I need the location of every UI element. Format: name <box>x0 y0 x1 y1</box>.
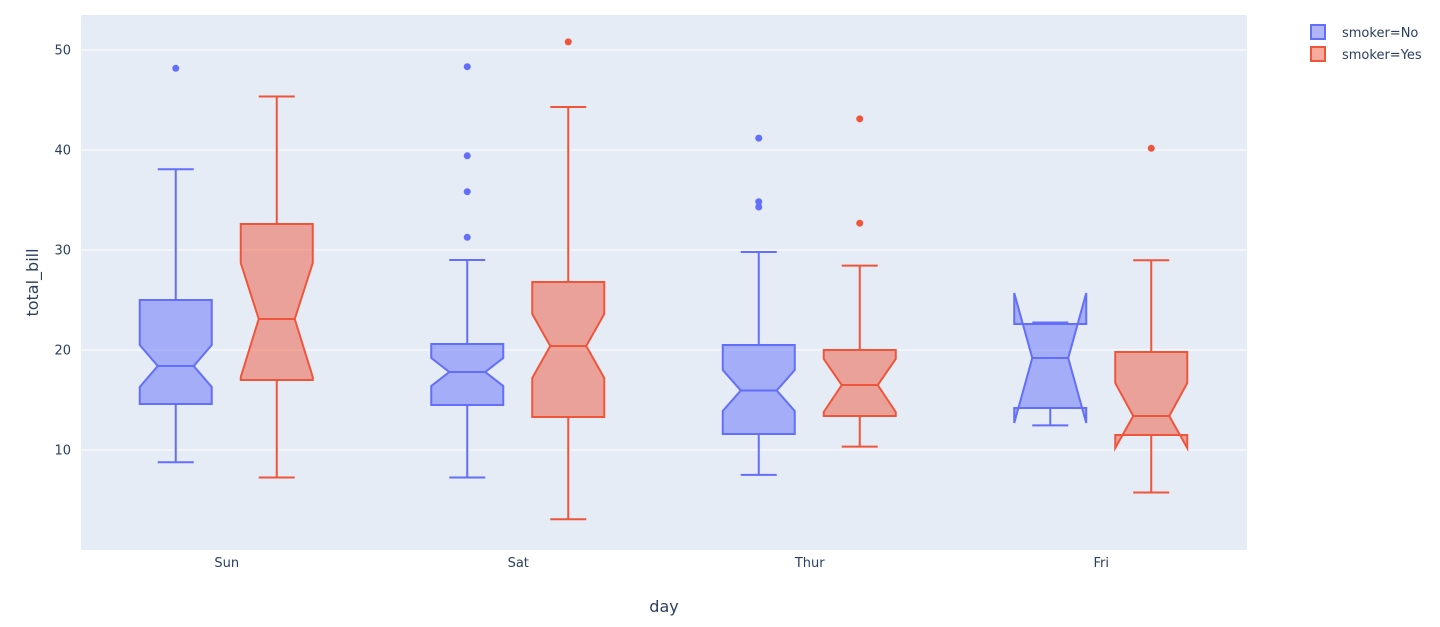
outlier-point <box>1147 144 1155 152</box>
outlier-point <box>463 233 471 241</box>
outlier-point <box>755 198 763 206</box>
outlier-point <box>564 38 572 46</box>
box-smoker=Yes-Fri <box>1114 351 1189 452</box>
outlier-point <box>463 188 471 196</box>
outlier-point <box>755 134 763 142</box>
legend-label: smoker=Yes <box>1342 48 1422 63</box>
box-smoker=No-Sun <box>138 299 213 405</box>
box-smoker=No-Sat <box>430 343 505 406</box>
y-tick-label: 20 <box>54 344 71 359</box>
y-tick-label: 50 <box>54 44 71 59</box>
box-smoker=Yes-Sun <box>239 223 314 381</box>
x-tick-label: Fri <box>1094 556 1110 571</box>
legend-swatch <box>1310 24 1326 40</box>
y-tick-label: 30 <box>54 244 71 259</box>
y-tick-label: 10 <box>54 444 71 459</box>
legend-label: smoker=No <box>1342 26 1418 41</box>
box-smoker=Yes-Sat <box>531 281 606 418</box>
outlier-point <box>172 64 180 72</box>
outlier-point <box>856 115 864 123</box>
x-tick-label: Sun <box>214 556 239 571</box>
outlier-point <box>856 219 864 227</box>
y-axis-title: total_bill <box>23 248 43 316</box>
x-tick-label: Sat <box>508 556 529 571</box>
outlier-point <box>755 203 763 211</box>
y-tick-label: 40 <box>54 144 71 159</box>
outlier-point <box>463 152 471 160</box>
x-tick-label: Thur <box>794 556 825 571</box>
x-axis-title: day <box>649 597 678 616</box>
box-smoker=Yes-Thur <box>822 349 897 417</box>
outlier-point <box>463 63 471 71</box>
legend-swatch <box>1310 46 1326 62</box>
